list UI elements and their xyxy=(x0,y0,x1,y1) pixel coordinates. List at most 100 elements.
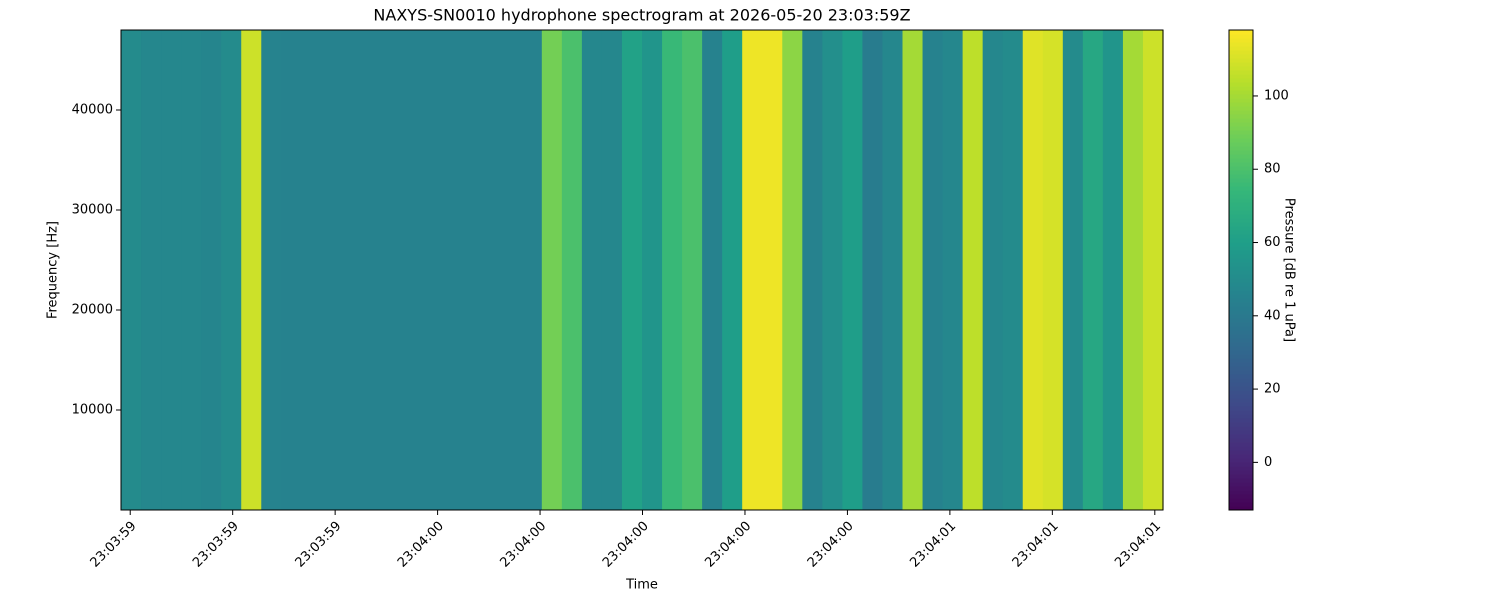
colorbar-swatch xyxy=(1229,222,1253,227)
spectrogram-column xyxy=(261,30,282,510)
spectrogram-column xyxy=(541,30,563,510)
colorbar-swatch xyxy=(1229,54,1253,59)
colorbar-swatch xyxy=(1229,206,1253,211)
spectrogram-column xyxy=(441,30,463,510)
colorbar-swatch xyxy=(1229,154,1253,159)
colorbar-swatch xyxy=(1229,482,1253,487)
y-tick-label: 10000 xyxy=(72,403,113,418)
spectrogram-column xyxy=(862,30,884,510)
colorbar-swatch xyxy=(1229,498,1253,503)
spectrogram-column xyxy=(782,30,803,510)
colorbar-swatch xyxy=(1229,290,1253,295)
colorbar-swatch xyxy=(1229,142,1253,147)
y-tick-label: 40000 xyxy=(72,103,113,118)
colorbar-swatch xyxy=(1229,86,1253,91)
colorbar-swatch xyxy=(1229,130,1253,135)
spectrogram-column xyxy=(121,30,142,510)
colorbar-swatch xyxy=(1229,82,1253,87)
colorbar-swatch xyxy=(1229,194,1253,199)
x-tick-label: 23:04:01 xyxy=(1010,519,1062,571)
colorbar-swatch xyxy=(1229,306,1253,311)
colorbar-swatch xyxy=(1229,190,1253,195)
spectrogram-column xyxy=(201,30,222,510)
colorbar-swatch xyxy=(1229,122,1253,127)
colorbar-swatch xyxy=(1229,398,1253,403)
spectrogram-column xyxy=(642,30,663,510)
colorbar-swatch xyxy=(1229,162,1253,167)
colorbar-swatch xyxy=(1229,46,1253,51)
colorbar-swatch xyxy=(1229,94,1253,99)
colorbar-swatch xyxy=(1229,170,1253,175)
spectrogram-column xyxy=(762,30,783,510)
colorbar-swatch xyxy=(1229,466,1253,471)
colorbar-swatch xyxy=(1229,382,1253,387)
colorbar-swatch xyxy=(1229,258,1253,263)
colorbar-swatch xyxy=(1229,238,1253,243)
spectrogram-column xyxy=(1142,30,1164,510)
colorbar-swatch xyxy=(1229,70,1253,75)
colorbar-swatch xyxy=(1229,278,1253,283)
colorbar-swatch xyxy=(1229,30,1253,35)
colorbar-swatch xyxy=(1229,182,1253,187)
colorbar-swatch xyxy=(1229,406,1253,411)
spectrogram-column xyxy=(842,30,864,510)
spectrogram-column xyxy=(742,30,763,510)
spectrogram-column xyxy=(722,30,743,510)
colorbar-swatch xyxy=(1229,214,1253,219)
colorbar-swatch xyxy=(1229,502,1253,507)
spectrogram-column xyxy=(561,30,583,510)
colorbar-swatch xyxy=(1229,442,1253,447)
colorbar-swatch xyxy=(1229,274,1253,279)
colorbar-swatch xyxy=(1229,34,1253,39)
colorbar-swatch xyxy=(1229,394,1253,399)
x-tick-label: 23:04:01 xyxy=(907,519,959,571)
colorbar-swatch xyxy=(1229,202,1253,207)
spectrogram-column xyxy=(161,30,182,510)
spectrogram-column xyxy=(521,30,543,510)
colorbar-swatch xyxy=(1229,74,1253,79)
colorbar-swatch xyxy=(1229,338,1253,343)
colorbar-swatch xyxy=(1229,226,1253,231)
spectrogram-column xyxy=(982,30,1004,510)
spectrogram-column xyxy=(702,30,723,510)
spectrogram-column xyxy=(341,30,363,510)
chart-title: NAXYS-SN0010 hydrophone spectrogram at 2… xyxy=(373,6,910,25)
y-tick-label: 30000 xyxy=(72,203,113,218)
colorbar-tick-label: 80 xyxy=(1264,162,1281,177)
colorbar-swatch xyxy=(1229,342,1253,347)
colorbar-tick-label: 0 xyxy=(1264,455,1272,470)
colorbar-swatch xyxy=(1229,178,1253,183)
spectrogram-column xyxy=(381,30,403,510)
spectrogram-column xyxy=(1042,30,1064,510)
colorbar-swatch xyxy=(1229,42,1253,47)
spectrogram-column xyxy=(141,30,162,510)
spectrogram-column xyxy=(1022,30,1044,510)
colorbar-swatch xyxy=(1229,366,1253,371)
colorbar-swatch xyxy=(1229,126,1253,131)
spectrogram-column xyxy=(1082,30,1104,510)
colorbar-swatch xyxy=(1229,134,1253,139)
x-tick-label: 23:04:00 xyxy=(395,519,447,571)
colorbar-tick-label: 20 xyxy=(1264,382,1281,397)
colorbar-swatch xyxy=(1229,310,1253,315)
colorbar-swatch xyxy=(1229,346,1253,351)
colorbar-swatch xyxy=(1229,438,1253,443)
colorbar-swatch xyxy=(1229,334,1253,339)
spectrogram-column xyxy=(662,30,683,510)
colorbar-swatch xyxy=(1229,446,1253,451)
colorbar-swatch xyxy=(1229,422,1253,427)
spectrogram-column xyxy=(601,30,623,510)
spectrogram-column xyxy=(481,30,503,510)
x-tick-label: 23:04:00 xyxy=(497,519,549,571)
colorbar-swatch xyxy=(1229,314,1253,319)
colorbar-swatch xyxy=(1229,246,1253,251)
colorbar-swatch xyxy=(1229,78,1253,83)
spectrogram-column xyxy=(241,30,262,510)
colorbar-swatch xyxy=(1229,454,1253,459)
colorbar-swatch xyxy=(1229,378,1253,383)
spectrogram-column xyxy=(321,30,343,510)
colorbar-swatch xyxy=(1229,106,1253,111)
colorbar-swatch xyxy=(1229,166,1253,171)
colorbar-swatch xyxy=(1229,462,1253,467)
colorbar-swatch xyxy=(1229,362,1253,367)
